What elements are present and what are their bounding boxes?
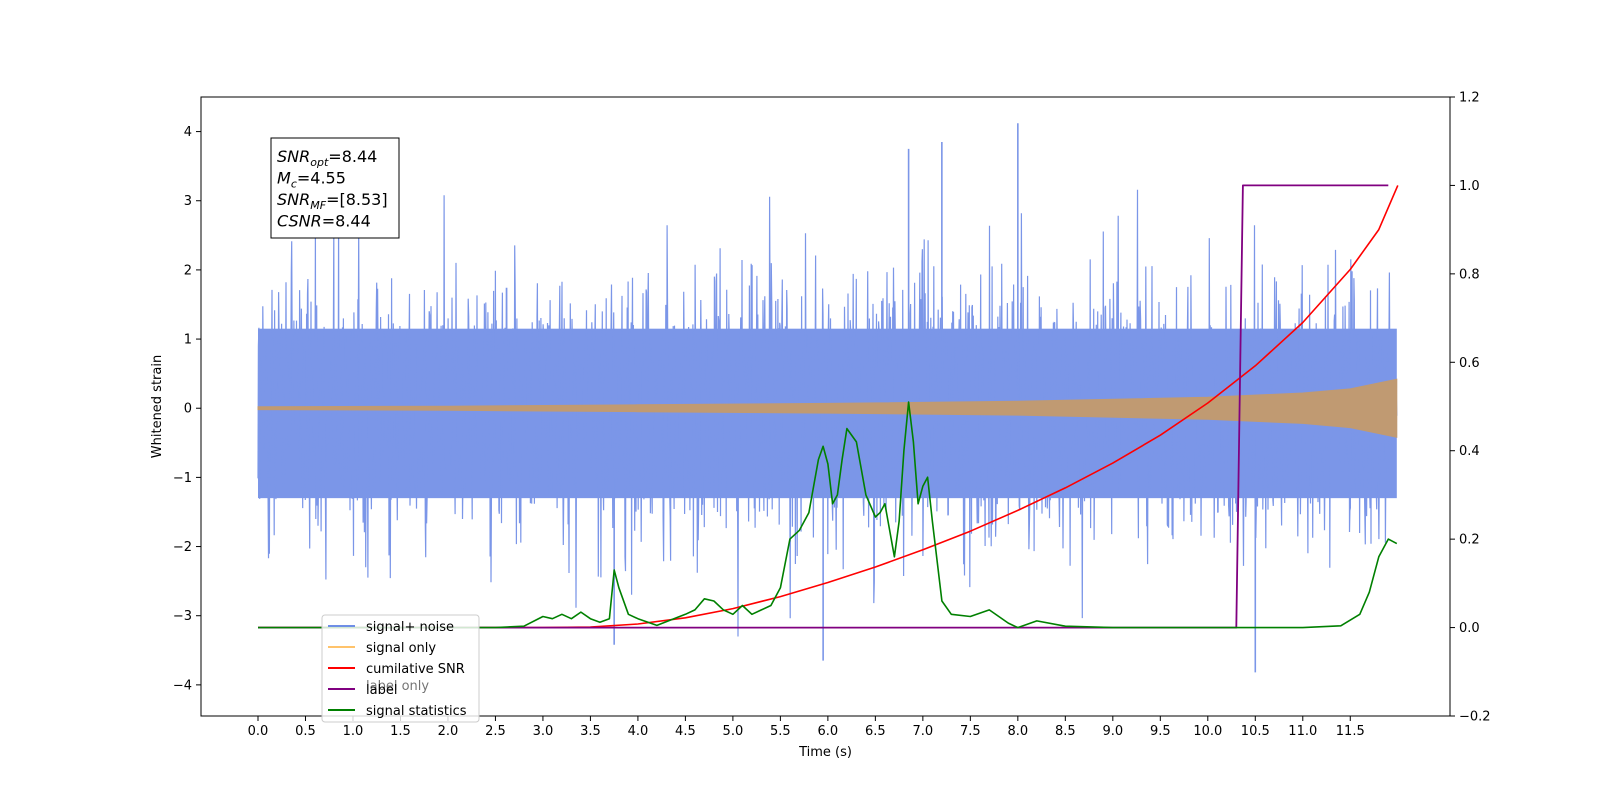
x-tick-label-17: 8.5 xyxy=(1055,724,1076,739)
annotation-box xyxy=(270,137,400,239)
x-tick-label-21: 10.5 xyxy=(1241,724,1270,739)
legend-label-2: cumilative SNR xyxy=(366,662,465,677)
annotation-line-3: CSNR=8.44 xyxy=(277,212,371,231)
annotation-line-1: Mc=4.55 xyxy=(277,169,346,191)
x-tick-label-2: 1.0 xyxy=(343,724,364,739)
y-right-tick-label-5: 0.8 xyxy=(1459,267,1480,282)
series-label xyxy=(258,184,1389,629)
x-tick-label-9: 4.5 xyxy=(675,724,696,739)
y-right-tick-label-6: 1.0 xyxy=(1459,179,1480,194)
plot-frame xyxy=(200,96,1451,717)
x-tick-label-4: 2.0 xyxy=(438,724,459,739)
x-tick-label-22: 11.0 xyxy=(1288,724,1317,739)
legend-label-1: signal only xyxy=(366,641,436,656)
x-tick-label-13: 6.5 xyxy=(865,724,886,739)
x-tick-label-5: 2.5 xyxy=(485,724,506,739)
noise-trace xyxy=(257,189,1398,637)
y-tick-label-3: 1 xyxy=(184,333,192,348)
x-tick-label-15: 7.5 xyxy=(960,724,981,739)
y-right-tick-label-2: 0.2 xyxy=(1459,533,1480,548)
x-tick-label-16: 8.0 xyxy=(1007,724,1028,739)
x-tick-label-3: 1.5 xyxy=(390,724,411,739)
y-tick-label-8: −4 xyxy=(173,678,192,693)
y-tick-label-6: −2 xyxy=(173,540,192,555)
annotation-line-0: SNRopt=8.44 xyxy=(277,147,377,169)
annotation-line-2: SNRMF=[8.53] xyxy=(277,190,388,212)
x-axis-label: Time (s) xyxy=(798,745,852,760)
y-right-tick-label-1: 0.0 xyxy=(1459,621,1480,636)
y-tick-label-4: 0 xyxy=(184,402,192,417)
y-right-tick-label-3: 0.4 xyxy=(1459,444,1480,459)
x-tick-label-19: 9.5 xyxy=(1150,724,1171,739)
y-tick-label-0: 4 xyxy=(184,125,192,140)
x-tick-label-14: 7.0 xyxy=(913,724,934,739)
x-tick-label-8: 4.0 xyxy=(628,724,649,739)
legend-hidden-entry: label only xyxy=(366,679,429,694)
legend-label-3: label xyxy=(366,683,397,698)
series-signal-statistics xyxy=(258,401,1398,629)
legend-box xyxy=(321,614,480,723)
x-tick-label-1: 0.5 xyxy=(295,724,316,739)
x-tick-label-0: 0.0 xyxy=(248,724,269,739)
x-tick-label-20: 10.0 xyxy=(1193,724,1222,739)
legend-label-4: signal statistics xyxy=(366,704,467,719)
y-right-tick-label-4: 0.6 xyxy=(1459,356,1480,371)
y-right-tick-label-0: −0.2 xyxy=(1459,710,1491,725)
x-tick-label-6: 3.0 xyxy=(533,724,554,739)
y-right-tick-label-7: 1.2 xyxy=(1459,91,1480,106)
y-tick-label-5: −1 xyxy=(173,471,192,486)
x-tick-label-12: 6.0 xyxy=(818,724,839,739)
y-tick-label-2: 2 xyxy=(184,263,192,278)
legend-label-0: signal+ noise xyxy=(366,620,454,635)
x-tick-label-18: 9.0 xyxy=(1102,724,1123,739)
x-tick-label-23: 11.5 xyxy=(1336,724,1365,739)
x-tick-label-10: 5.0 xyxy=(723,724,744,739)
y-axis-label: Whitened strain xyxy=(150,355,165,458)
series-signal-only xyxy=(257,378,1398,438)
y-tick-label-1: 3 xyxy=(184,194,192,209)
x-tick-label-7: 3.5 xyxy=(580,724,601,739)
y-tick-label-7: −3 xyxy=(173,609,192,624)
x-tick-label-11: 5.5 xyxy=(770,724,791,739)
